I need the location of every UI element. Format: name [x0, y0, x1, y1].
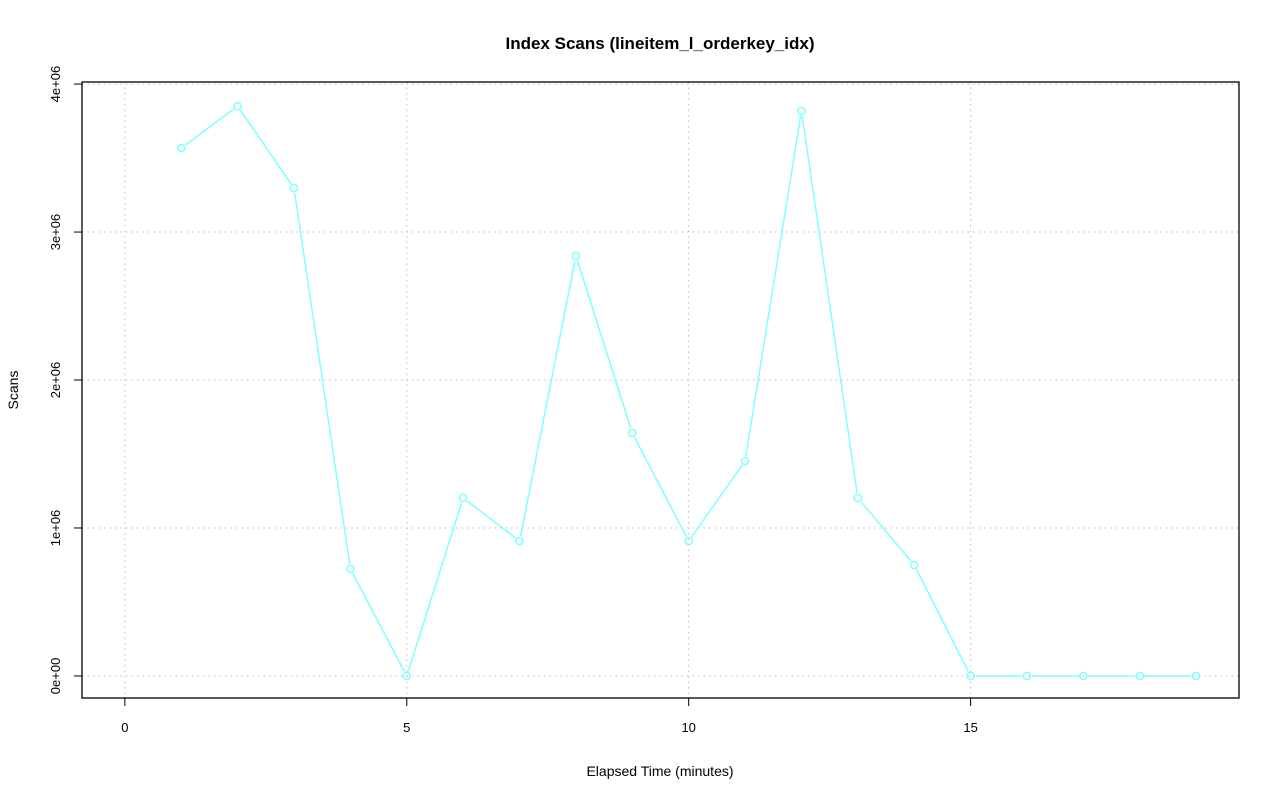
- data-point: [571, 251, 581, 261]
- line-segment: [915, 569, 970, 672]
- line-segment: [801, 115, 858, 494]
- data-point: [515, 536, 524, 546]
- data-point: [740, 456, 750, 466]
- line-segment: [407, 502, 463, 672]
- data-point: [684, 536, 694, 546]
- x-tick-label: 5: [403, 720, 410, 735]
- line-segment: [352, 573, 406, 672]
- line-segment: [184, 108, 235, 146]
- data-point: [233, 101, 242, 111]
- data-point: [966, 671, 975, 681]
- data-point: [1191, 671, 1201, 681]
- data-point: [909, 560, 919, 570]
- x-tick-label: 15: [963, 720, 977, 735]
- axes: 0 5 10 15 0e+00 1e+06 2e+06 3e+06 4e+06: [48, 66, 978, 735]
- y-tick-label: 0e+00: [48, 658, 63, 695]
- y-tick-label: 1e+06: [48, 510, 63, 547]
- y-tick-label: 4e+06: [48, 66, 63, 103]
- line-segment: [690, 464, 743, 538]
- y-tick-label: 3e+06: [48, 214, 63, 251]
- line-segment: [239, 109, 292, 185]
- data-point: [346, 564, 355, 574]
- data-point: [289, 183, 299, 193]
- line-segment: [576, 260, 632, 429]
- series-line: [176, 101, 1201, 681]
- data-point: [402, 671, 412, 681]
- line-segment: [293, 192, 351, 565]
- plot-frame: [81, 81, 1240, 699]
- x-tick-label: 10: [681, 720, 695, 735]
- chart-title: Index Scans (lineitem_l_orderkey_idx): [506, 34, 815, 53]
- line-segment: [860, 501, 912, 562]
- line-segment: [745, 115, 802, 457]
- data-point: [458, 493, 468, 503]
- data-point: [627, 428, 637, 438]
- data-point: [853, 493, 863, 503]
- x-tick-label: 0: [121, 720, 128, 735]
- x-axis-label: Elapsed Time (minutes): [586, 763, 733, 779]
- line-segment: [633, 437, 688, 537]
- y-axis-label: Scans: [5, 371, 21, 410]
- data-point: [797, 106, 806, 116]
- grid: [82, 82, 1239, 698]
- data-point: [1022, 671, 1032, 681]
- y-tick-label: 2e+06: [48, 362, 63, 399]
- data-point: [176, 143, 186, 153]
- line-segment: [519, 260, 576, 537]
- line-segment: [466, 500, 517, 539]
- data-point: [1079, 671, 1088, 681]
- data-point: [1135, 671, 1145, 681]
